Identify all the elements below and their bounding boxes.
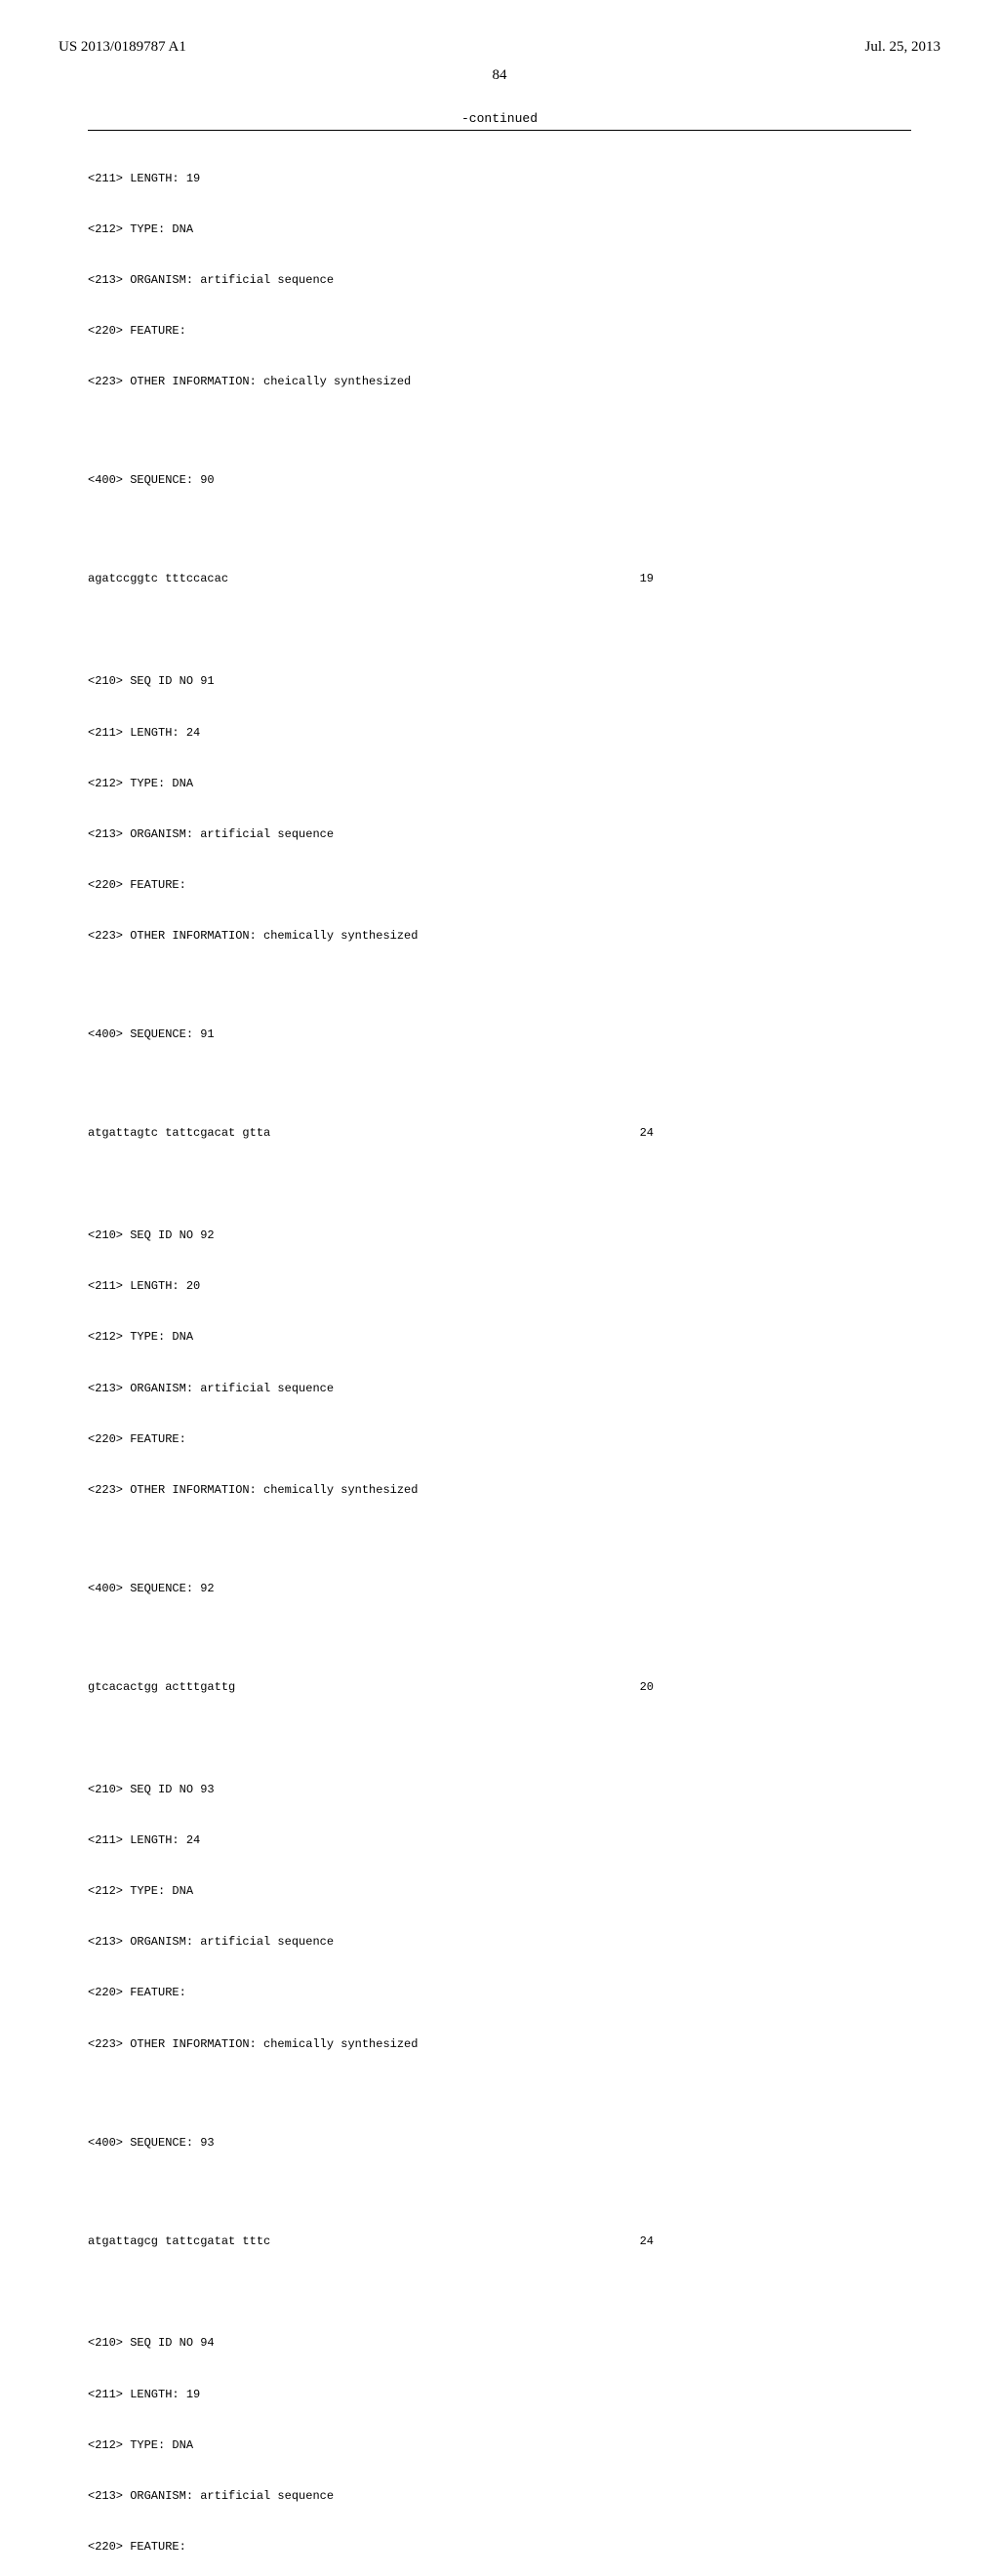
page-header: US 2013/0189787 A1 Jul. 25, 2013 bbox=[59, 39, 940, 56]
seq-text: atgattagtc tattcgacat gtta bbox=[88, 1125, 270, 1142]
seq-header-line: <212> TYPE: DNA bbox=[88, 1329, 911, 1346]
seq-header-line: <212> TYPE: DNA bbox=[88, 2437, 911, 2454]
seq-header-line: <220> FEATURE: bbox=[88, 1431, 911, 1448]
seq-header-line: <210> SEQ ID NO 91 bbox=[88, 673, 911, 690]
seq-row: gtcacactgg actttgattg 20 bbox=[88, 1679, 654, 1696]
seq-length: 24 bbox=[640, 1125, 654, 1142]
seq-header-line: <213> ORGANISM: artificial sequence bbox=[88, 2488, 911, 2505]
seq-header-line: <212> TYPE: DNA bbox=[88, 221, 911, 238]
seq-row: agatccggtc tttccacac 19 bbox=[88, 571, 654, 587]
seq-header-line: <223> OTHER INFORMATION: cheically synth… bbox=[88, 374, 911, 390]
sequence-entry: <210> SEQ ID NO 91 <211> LENGTH: 24 <212… bbox=[88, 640, 911, 1177]
seq-label: <400> SEQUENCE: 90 bbox=[88, 472, 911, 489]
seq-header-line: <213> ORGANISM: artificial sequence bbox=[88, 272, 911, 289]
seq-label: <400> SEQUENCE: 91 bbox=[88, 1026, 911, 1043]
seq-label: <400> SEQUENCE: 92 bbox=[88, 1581, 911, 1597]
seq-header-line: <223> OTHER INFORMATION: chemically synt… bbox=[88, 1482, 911, 1499]
seq-header-line: <212> TYPE: DNA bbox=[88, 1883, 911, 1900]
page-container: US 2013/0189787 A1 Jul. 25, 2013 84 -con… bbox=[0, 0, 999, 1288]
seq-header-line: <220> FEATURE: bbox=[88, 1985, 911, 2001]
seq-header-line: <210> SEQ ID NO 94 bbox=[88, 2335, 911, 2352]
page-number: 84 bbox=[59, 67, 940, 84]
continued-label: -continued bbox=[59, 111, 940, 126]
seq-header-line: <223> OTHER INFORMATION: chemically synt… bbox=[88, 928, 911, 945]
seq-header-line: <213> ORGANISM: artificial sequence bbox=[88, 1934, 911, 1951]
seq-length: 24 bbox=[640, 2234, 654, 2250]
seq-text: agatccggtc tttccacac bbox=[88, 571, 228, 587]
seq-row: atgattagcg tattcgatat tttc 24 bbox=[88, 2234, 654, 2250]
seq-header-line: <211> LENGTH: 19 bbox=[88, 2387, 911, 2403]
seq-header-line: <211> LENGTH: 19 bbox=[88, 171, 911, 187]
sequence-entry: <210> SEQ ID NO 93 <211> LENGTH: 24 <212… bbox=[88, 1748, 911, 2284]
seq-text: atgattagcg tattcgatat tttc bbox=[88, 2234, 270, 2250]
seq-length: 19 bbox=[640, 571, 654, 587]
seq-header-line: <220> FEATURE: bbox=[88, 877, 911, 894]
seq-header-line: <211> LENGTH: 20 bbox=[88, 1278, 911, 1295]
seq-header-line: <223> OTHER INFORMATION: chemically synt… bbox=[88, 2036, 911, 2053]
seq-label: <400> SEQUENCE: 93 bbox=[88, 2135, 911, 2152]
sequence-entry: <210> SEQ ID NO 92 <211> LENGTH: 20 <212… bbox=[88, 1193, 911, 1730]
sequence-entry: <211> LENGTH: 19 <212> TYPE: DNA <213> O… bbox=[88, 137, 911, 623]
seq-header-line: <220> FEATURE: bbox=[88, 2539, 911, 2556]
seq-header-line: <213> ORGANISM: artificial sequence bbox=[88, 826, 911, 843]
seq-header-line: <210> SEQ ID NO 93 bbox=[88, 1782, 911, 1798]
seq-header-line: <213> ORGANISM: artificial sequence bbox=[88, 1381, 911, 1397]
publication-date: Jul. 25, 2013 bbox=[864, 39, 940, 56]
seq-header-line: <220> FEATURE: bbox=[88, 323, 911, 340]
seq-header-line: <211> LENGTH: 24 bbox=[88, 725, 911, 742]
seq-header-line: <211> LENGTH: 24 bbox=[88, 1832, 911, 1849]
seq-length: 20 bbox=[640, 1679, 654, 1696]
seq-text: gtcacactgg actttgattg bbox=[88, 1679, 235, 1696]
seq-row: atgattagtc tattcgacat gtta 24 bbox=[88, 1125, 654, 1142]
sequence-listing: <211> LENGTH: 19 <212> TYPE: DNA <213> O… bbox=[88, 130, 911, 2576]
publication-number: US 2013/0189787 A1 bbox=[59, 39, 186, 56]
seq-header-line: <210> SEQ ID NO 92 bbox=[88, 1228, 911, 1244]
seq-header-line: <212> TYPE: DNA bbox=[88, 776, 911, 792]
sequence-entry: <210> SEQ ID NO 94 <211> LENGTH: 19 <212… bbox=[88, 2302, 911, 2576]
